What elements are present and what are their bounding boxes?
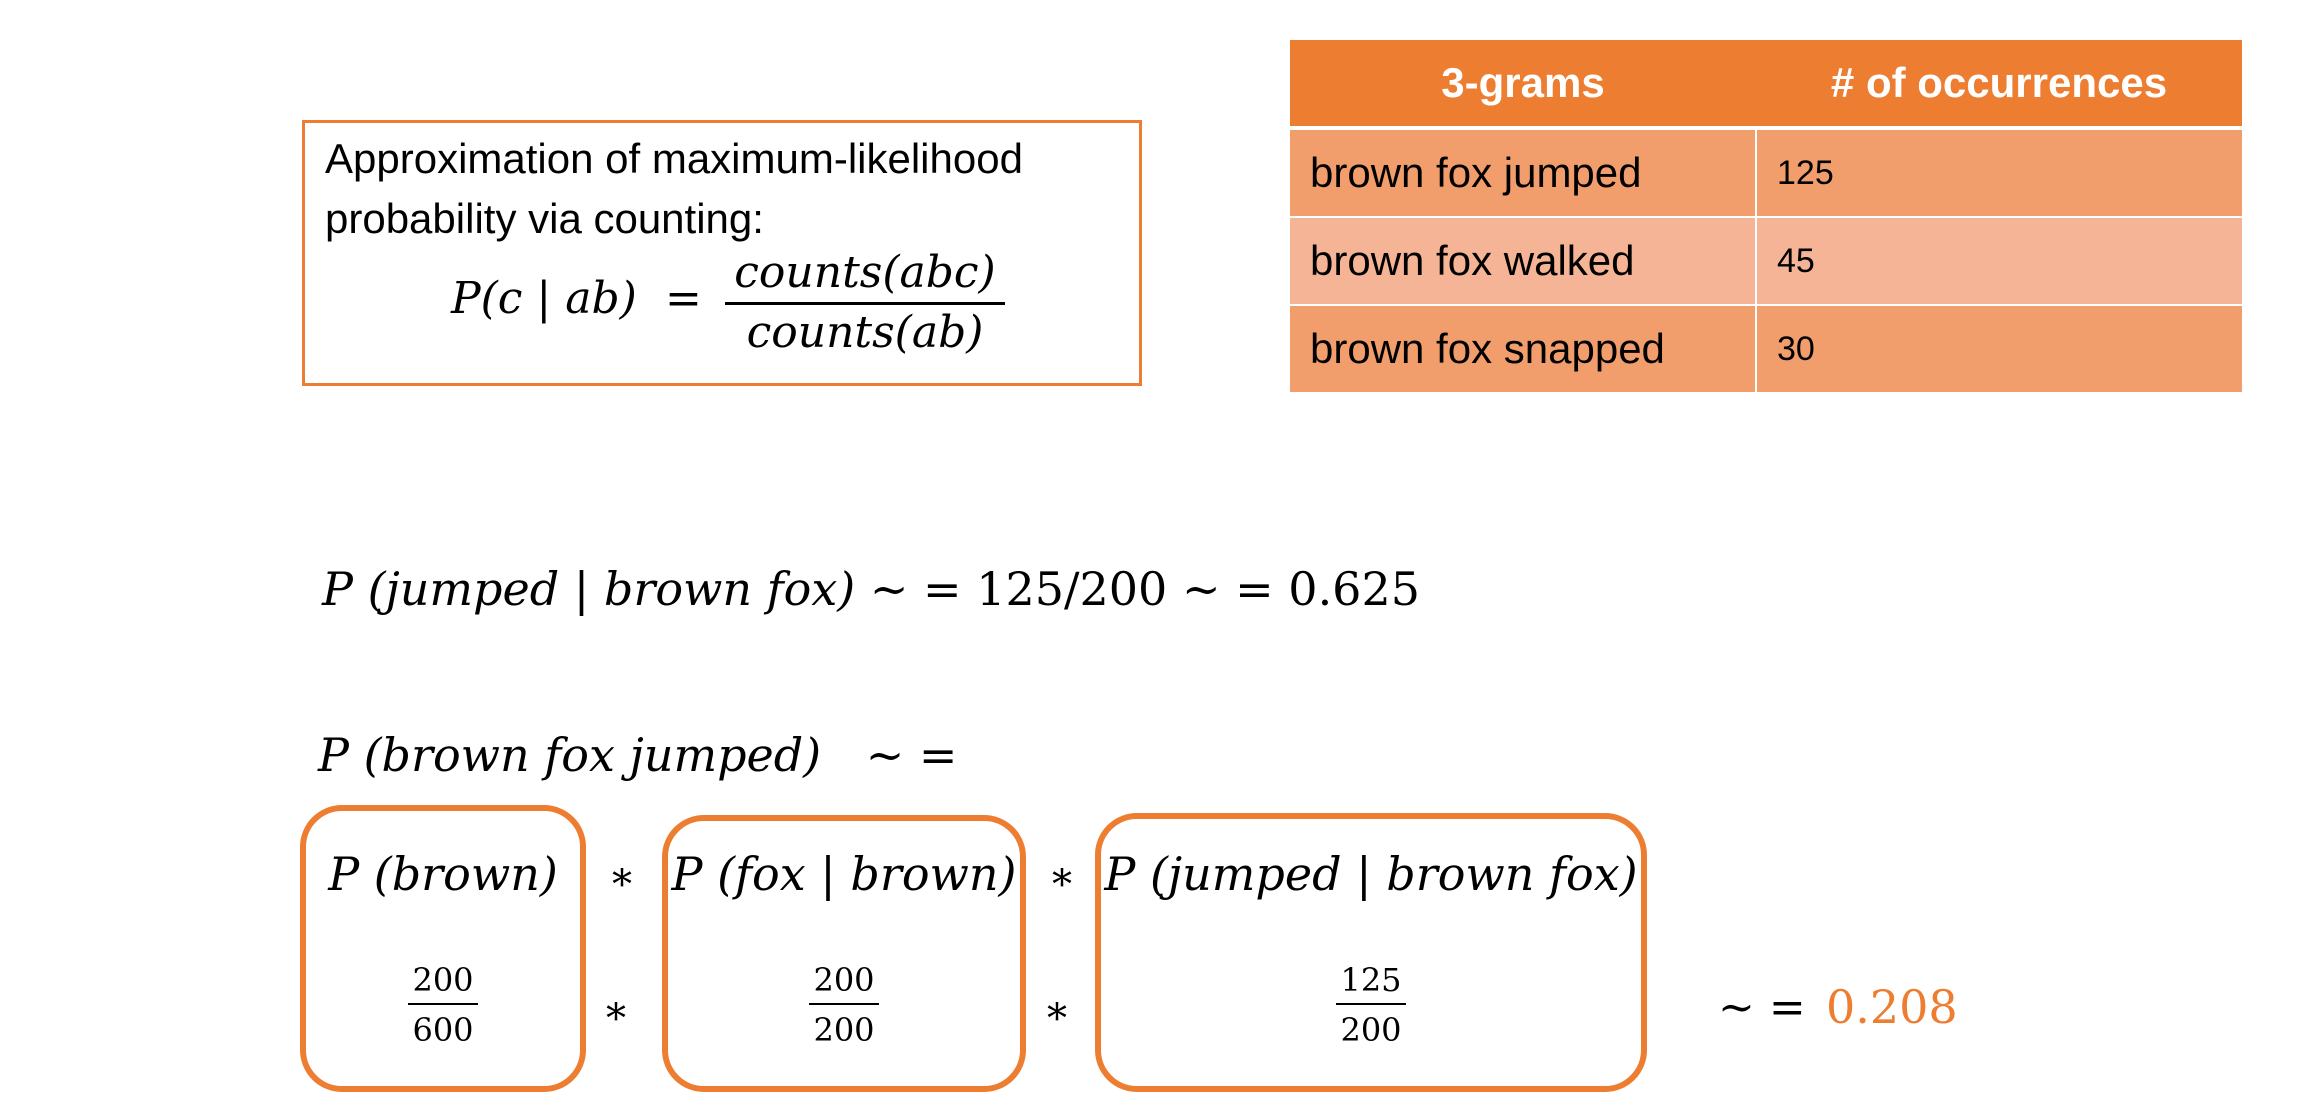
header-occurrences: # of occurrences [1756,40,2242,130]
factor-numerator: 200 [408,961,478,1005]
eq1-approx2: ~ = [1181,562,1274,616]
factor-label: P (brown) [328,847,558,901]
factor-box-fox: P (fox | brown) 200 200 [662,815,1026,1092]
factor-label: P (fox | brown) [671,847,1017,901]
equation-joint: P (brown fox jumped) ~ = [318,728,957,782]
times-operator: * [1052,862,1072,908]
definition-denominator: counts(ab) [746,307,984,358]
factor-numerator: 125 [1336,961,1406,1005]
factor-fraction: 200 200 [809,961,879,1049]
definition-numerator: counts(abc) [725,247,1005,305]
factor-fraction: 125 200 [1336,961,1406,1049]
gram-cell: brown fox walked [1290,216,1757,305]
eq2-lhs: P (brown fox jumped) [318,728,822,782]
count-cell: 125 [1756,127,2242,217]
eq2-approx: ~ = [865,728,958,782]
header-3grams: 3-grams [1290,40,1756,130]
definition-lhs: P(c | ab) [451,273,637,324]
definition-text-line2: probability via counting: [325,195,764,242]
ngram-table: 3-grams # of occurrences brown fox jumpe… [1290,40,2242,392]
factor-denominator: 600 [412,1011,474,1049]
gram-cell: brown fox snapped [1290,304,1757,392]
count-cell: 30 [1756,304,2242,392]
result-value: 0.208 [1826,980,1958,1034]
result-approx: ~ = [1718,982,1806,1033]
factor-fraction: 200 600 [408,961,478,1049]
table-row: brown fox snapped 30 [1290,304,2242,392]
factor-denominator: 200 [1340,1011,1402,1049]
definition-text-line1: Approximation of maximum-likelihood [325,135,1023,182]
gram-cell: brown fox jumped [1290,127,1757,217]
definition-fraction: counts(abc) counts(ab) [725,247,1005,358]
count-cell: 45 [1756,216,2242,305]
times-operator: * [612,862,632,908]
definition-box: Approximation of maximum-likelihood prob… [302,120,1142,386]
table-row: brown fox walked 45 [1290,216,2242,305]
eq1-lhs: P (jumped | brown fox) [322,562,856,616]
table-row: brown fox jumped 125 [1290,127,2242,217]
eq1-approx: ~ = [869,562,962,616]
times-operator: * [1047,996,1067,1042]
factor-denominator: 200 [813,1011,875,1049]
definition-equals: = [665,273,702,324]
eq1-value: 125/200 [976,562,1168,616]
factor-box-jumped: P (jumped | brown fox) 125 200 [1095,813,1647,1092]
factor-box-brown: P (brown) 200 600 [300,805,586,1092]
factor-label: P (jumped | brown fox) [1104,847,1638,901]
factor-numerator: 200 [809,961,879,1005]
eq1-result: 0.625 [1288,562,1420,616]
times-operator: * [606,996,626,1042]
table-header-row: 3-grams # of occurrences [1290,40,2242,130]
equation-conditional: P (jumped | brown fox) ~ = 125/200 ~ = 0… [322,562,1420,616]
